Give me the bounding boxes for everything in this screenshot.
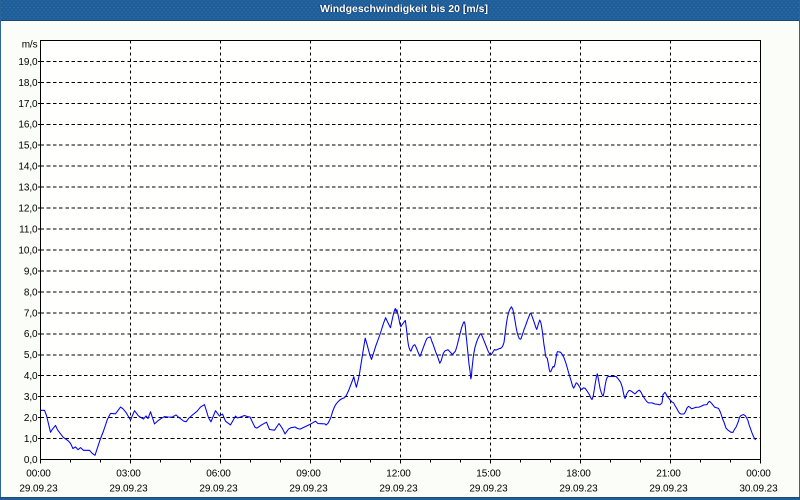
svg-text:00:00: 00:00 bbox=[746, 469, 771, 480]
svg-text:30.09.23: 30.09.23 bbox=[739, 484, 778, 495]
svg-text:19,0: 19,0 bbox=[18, 57, 38, 68]
svg-text:00:00: 00:00 bbox=[26, 469, 51, 480]
svg-text:18,0: 18,0 bbox=[18, 78, 38, 89]
svg-text:17,0: 17,0 bbox=[18, 99, 38, 110]
svg-text:21:00: 21:00 bbox=[656, 469, 681, 480]
svg-text:10,0: 10,0 bbox=[18, 245, 38, 256]
svg-text:5,0: 5,0 bbox=[24, 350, 38, 361]
svg-text:29.09.23: 29.09.23 bbox=[469, 484, 508, 495]
svg-text:15,0: 15,0 bbox=[18, 141, 38, 152]
svg-text:29.09.23: 29.09.23 bbox=[289, 484, 328, 495]
svg-text:29.09.23: 29.09.23 bbox=[19, 484, 58, 495]
svg-text:16,0: 16,0 bbox=[18, 120, 38, 131]
svg-text:12:00: 12:00 bbox=[386, 469, 411, 480]
svg-text:09:00: 09:00 bbox=[296, 469, 321, 480]
svg-text:13,0: 13,0 bbox=[18, 183, 38, 194]
svg-text:29.09.23: 29.09.23 bbox=[379, 484, 418, 495]
svg-text:03:00: 03:00 bbox=[116, 469, 141, 480]
svg-text:29.09.23: 29.09.23 bbox=[649, 484, 688, 495]
svg-text:4,0: 4,0 bbox=[24, 371, 38, 382]
svg-text:06:00: 06:00 bbox=[206, 469, 231, 480]
svg-text:11,0: 11,0 bbox=[19, 225, 38, 236]
svg-text:29.09.23: 29.09.23 bbox=[199, 484, 238, 495]
svg-text:8,0: 8,0 bbox=[24, 287, 38, 298]
svg-text:2,0: 2,0 bbox=[24, 413, 38, 424]
svg-text:18:00: 18:00 bbox=[566, 469, 591, 480]
svg-text:m/s: m/s bbox=[22, 40, 38, 51]
svg-text:14,0: 14,0 bbox=[18, 162, 38, 173]
svg-text:15:00: 15:00 bbox=[476, 469, 501, 480]
svg-text:3,0: 3,0 bbox=[24, 392, 38, 403]
svg-text:1,0: 1,0 bbox=[24, 434, 38, 445]
svg-text:9,0: 9,0 bbox=[24, 266, 38, 277]
svg-text:0,0: 0,0 bbox=[24, 455, 38, 466]
svg-text:6,0: 6,0 bbox=[24, 329, 38, 340]
svg-text:7,0: 7,0 bbox=[24, 308, 38, 319]
svg-text:29.09.23: 29.09.23 bbox=[559, 484, 598, 495]
svg-text:29.09.23: 29.09.23 bbox=[109, 484, 148, 495]
svg-text:12,0: 12,0 bbox=[18, 204, 38, 215]
